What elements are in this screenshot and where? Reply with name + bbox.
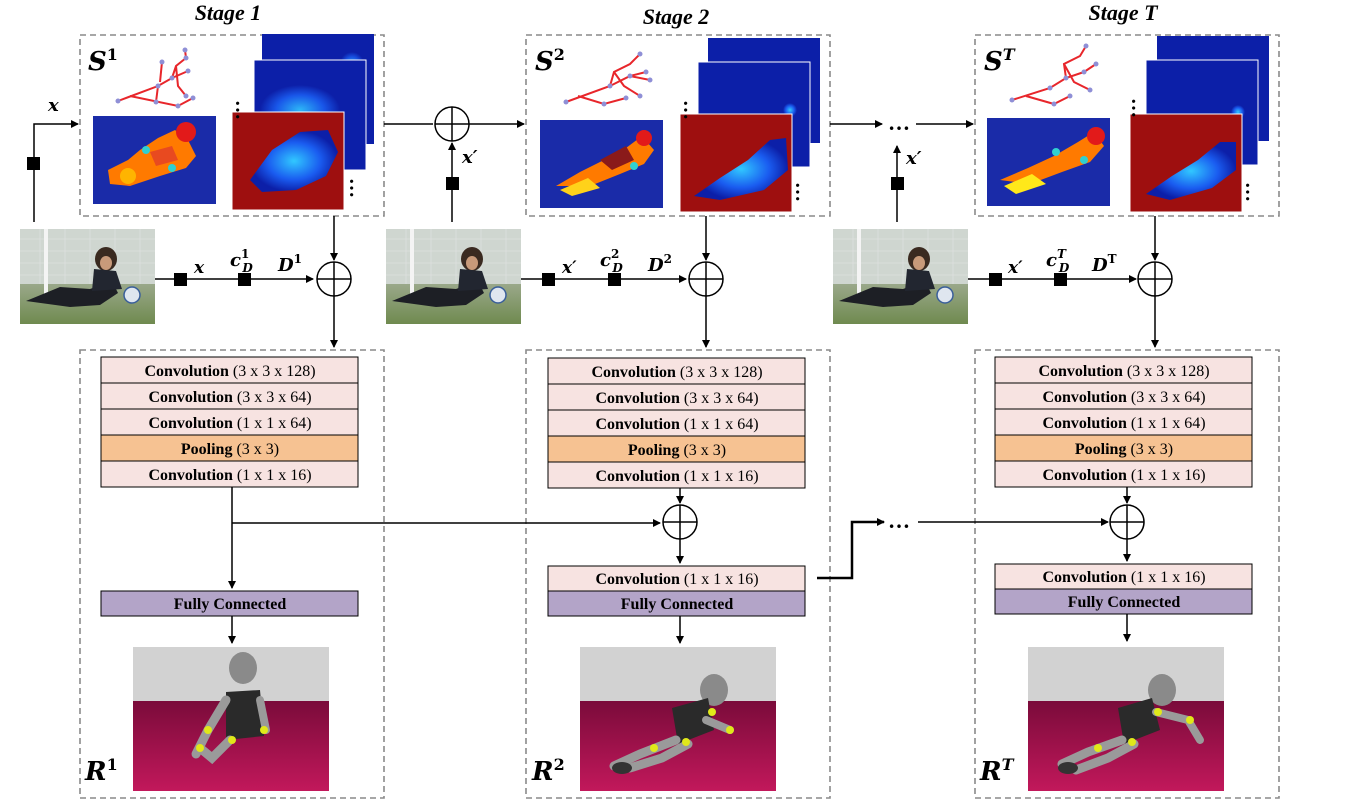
stage-1-x-label: x [47,95,59,116]
stage-1-d-label: D1 [277,252,302,276]
stage-2-segmentation [540,120,663,208]
stage-1-layer-4: Pooling (3 x 3) [181,441,279,458]
stage-1-input-image [20,229,155,324]
stage-t-r-label: RT [979,755,1015,787]
stage-t-heatmap-dots-top: … [1127,98,1149,118]
stage-1-x-input-path [33,120,79,222]
stage-1-heatmap-dots-bottom: … [345,178,367,198]
stage-1-layer-2: Convolution (3 x 3 x 64) [148,389,311,406]
stage-1-title: Stage 1 [195,0,262,25]
stage-2-skip-connection [817,518,885,580]
stage-2-layer-4: Pooling (3 x 3) [628,442,726,459]
stage-2-r-label: R2 [531,755,565,787]
stage-2-heatmap-dots-bottom: … [791,182,813,202]
stage-t-x-prime-top-label: x′ [905,148,922,169]
stage-2-render [580,647,776,791]
stage-t-input-image [833,229,968,324]
stage-2-d-label: D2 [647,252,672,276]
stage-t-render [1028,647,1224,791]
stage-1-layer-stack: Convolution (3 x 3 x 128) Convolution (3… [100,356,359,488]
stage-t-title: Stage T [1088,0,1159,25]
stage-1-heatmap-stack: … … [231,34,374,211]
stage-t-layer-3: Convolution (1 x 1 x 64) [1042,415,1205,432]
stage-1-s-label: S1 [88,45,118,77]
stage-ellipsis-top: … [888,110,910,135]
stage-t-layer-1: Convolution (3 x 3 x 128) [1038,363,1209,380]
stage-1-heatmap-dots-top: … [231,100,253,120]
stage-2-x-prime-mid-label: x′ [561,258,577,278]
stage-t-d-label: DT [1091,252,1117,276]
stage-1-fc-block: Fully Connected [100,590,359,617]
stage-2-extra-conv-label: Convolution (1 x 1 x 16) [595,571,758,588]
stage-1-segmentation [93,116,216,204]
stage-t-r-box [974,349,1280,799]
stage-2-layer-5: Convolution (1 x 1 x 16) [595,468,758,485]
stage-2-fc-label: Fully Connected [621,596,734,613]
stage-2-s-label: S2 [535,45,565,77]
stage-2-heatmap-dots-top: … [679,100,701,120]
stage-1-layer-1: Convolution (3 x 3 x 128) [144,363,315,380]
stage-t-layer-stack: Convolution (3 x 3 x 128) Convolution (3… [994,356,1253,488]
stage-t-skeleton [1009,43,1099,107]
stage-1-r-label: R1 [84,755,118,787]
stage-ellipsis-bottom: … [888,508,910,533]
stage-t-cd-label: cT D [1046,247,1070,275]
stage-1-cd-label: c1 D [230,247,253,275]
stage-2-layer-3: Convolution (1 x 1 x 64) [595,416,758,433]
stage-2-skeleton [563,51,653,107]
stage-t-segmentation [987,118,1110,206]
stage-t-x-prime-mid-label: x′ [1007,258,1023,278]
stage-t-fc-block: Convolution (1 x 1 x 16) Fully Connected [994,563,1253,615]
stage-1-fc-label: Fully Connected [174,596,287,613]
stage-1-layer-5: Convolution (1 x 1 x 16) [148,467,311,484]
stage-2-input-image [386,229,521,324]
stage-1-layer-3: Convolution (1 x 1 x 64) [148,415,311,432]
stage-1-x-mid-label: x [193,258,205,278]
stage-2-layer-1: Convolution (3 x 3 x 128) [591,364,762,381]
stage-t-layer-2: Convolution (3 x 3 x 64) [1042,389,1205,406]
stage-t-layer-4: Pooling (3 x 3) [1075,441,1173,458]
stage-t-layer-5: Convolution (1 x 1 x 16) [1042,467,1205,484]
stage-1-s-box [79,34,385,217]
stage-t-heatmap-stack: … … [1127,36,1269,213]
stage-t-s-label: ST [984,45,1016,77]
stage-t-s-box [974,34,1280,217]
stage-2-cd-label: c2 D [600,247,623,275]
stage-1-r-box [79,349,385,799]
stage-2-fc-block: Convolution (1 x 1 x 16) Fully Connected [547,565,806,617]
stage-1-x-node [27,157,40,170]
stage-2-heatmap-stack: … … [679,38,820,213]
stage-t-extra-conv-label: Convolution (1 x 1 x 16) [1042,569,1205,586]
stage-t-x-prime-node [891,177,904,190]
stage-2-r-box [525,349,831,799]
stage-1-skeleton [115,47,196,109]
stage-2-layer-2: Convolution (3 x 3 x 64) [595,390,758,407]
stage-2-x-prime-node [446,177,459,190]
stage-2-s-box [525,34,831,217]
stage-1-render [133,647,329,791]
stage-2-title: Stage 2 [643,4,710,29]
stage-t-fc-label: Fully Connected [1068,594,1181,611]
stage-2-x-prime-top-label: x′ [461,147,478,168]
stage-t-heatmap-dots-bottom: … [1241,182,1263,202]
stage-2-layer-stack: Convolution (3 x 3 x 128) Convolution (3… [547,357,806,489]
